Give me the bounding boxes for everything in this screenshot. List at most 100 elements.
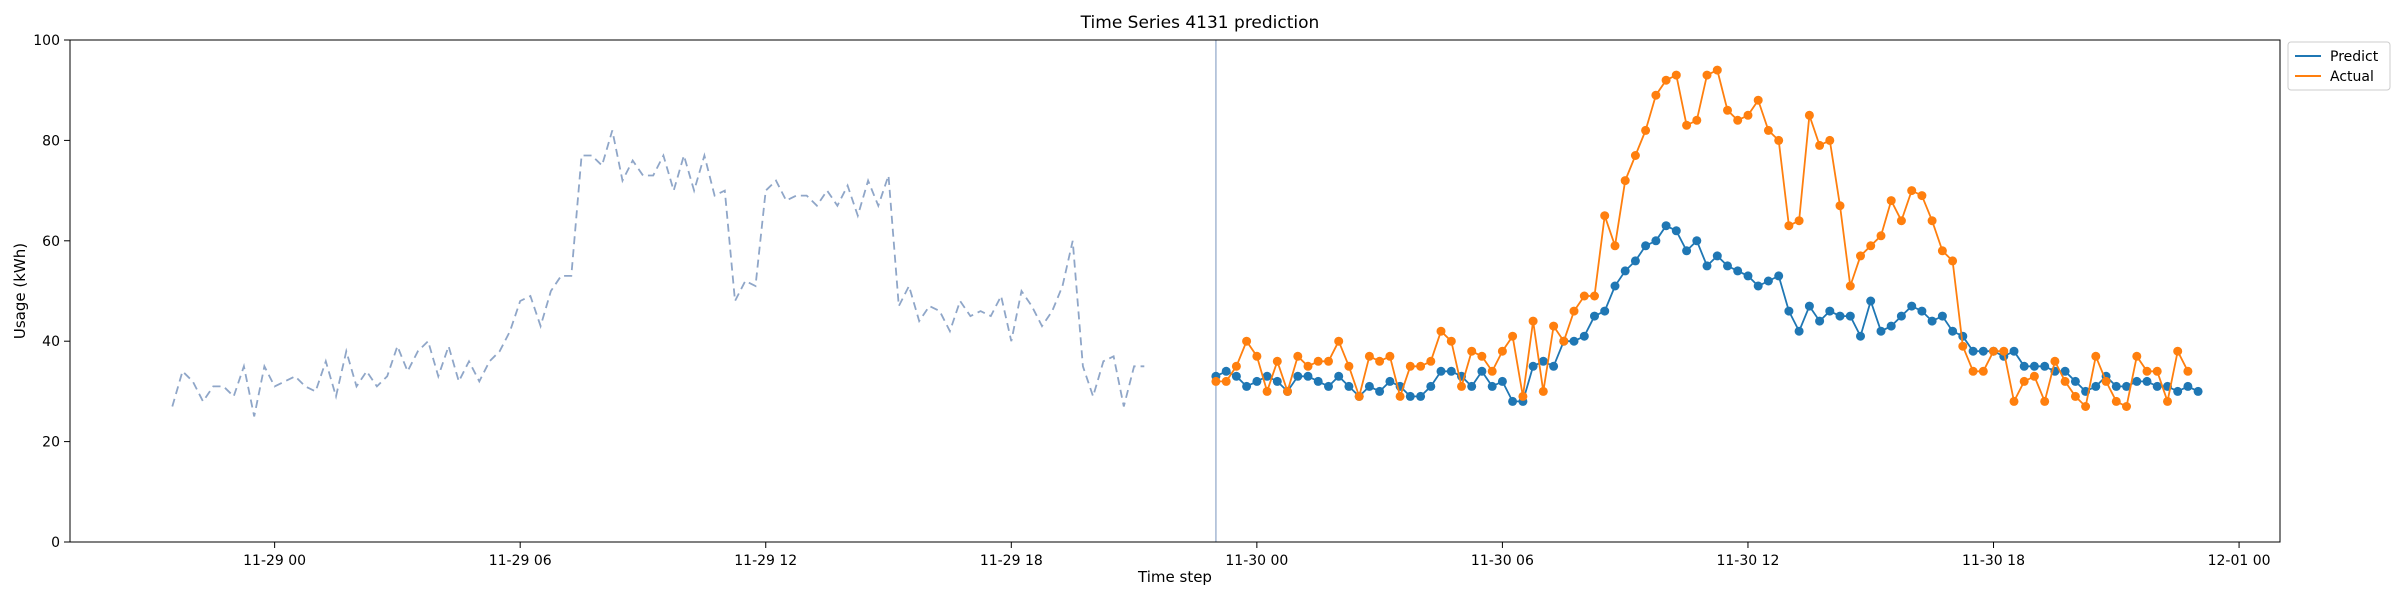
actual-point: [1272, 356, 1282, 366]
actual-point: [1231, 361, 1241, 371]
actual-point: [1467, 346, 1477, 356]
predict-point: [1845, 311, 1855, 321]
actual-point: [1948, 256, 1958, 266]
actual-point: [1937, 246, 1947, 256]
predict-point: [2070, 376, 2080, 386]
x-tick-label: 11-29 18: [980, 553, 1043, 569]
predict-point: [1262, 371, 1272, 381]
predict-point: [1733, 266, 1743, 276]
predict-point: [2183, 381, 2193, 391]
predict-point: [1446, 366, 1456, 376]
predict-point: [1600, 306, 1610, 316]
actual-point: [2173, 346, 2183, 356]
x-tick-label: 11-30 12: [1716, 553, 1779, 569]
predict-point: [1968, 346, 1978, 356]
actual-point: [1845, 281, 1855, 291]
actual-point: [1436, 326, 1446, 336]
actual-point: [1579, 291, 1589, 301]
predict-point: [1794, 326, 1804, 336]
actual-point: [1927, 216, 1937, 226]
actual-point: [1528, 316, 1538, 326]
predict-point: [1927, 316, 1937, 326]
legend-box: [2287, 41, 2391, 91]
actual-point: [1753, 95, 1763, 105]
actual-point: [1600, 211, 1610, 221]
actual-point: [1416, 361, 1426, 371]
predict-point: [1702, 261, 1712, 271]
actual-point: [2019, 376, 2029, 386]
predict-point: [1344, 381, 1354, 391]
actual-point: [1375, 356, 1385, 366]
plot-frame: [69, 39, 2281, 543]
actual-point: [2122, 402, 2131, 411]
predict-point: [1804, 301, 1814, 311]
actual-point: [1886, 196, 1896, 206]
actual-point: [1661, 75, 1671, 85]
actual-point: [2142, 366, 2152, 376]
predict-point: [2111, 381, 2121, 391]
actual-point: [1293, 351, 1303, 361]
actual-point: [2183, 366, 2193, 376]
actual-point: [1559, 336, 1569, 346]
actual-point: [2070, 391, 2080, 401]
predict-point: [1405, 391, 1415, 401]
actual-point: [1876, 231, 1886, 241]
predict-point: [1487, 381, 1497, 391]
predict-point: [1856, 331, 1865, 341]
actual-point: [2040, 396, 2050, 406]
y-tick-label: 40: [42, 334, 60, 350]
predict-point: [1753, 281, 1763, 291]
predict-point: [1825, 306, 1835, 316]
predict-point: [1538, 356, 1548, 366]
predict-point: [1579, 331, 1589, 341]
tick-layer: 0 20 40 60 80 100 11-29 00 11-29 06 11-29 12 11-2…: [33, 33, 2270, 569]
actual-point: [1354, 391, 1364, 401]
actual-point: [1395, 391, 1405, 401]
actual-point: [1763, 125, 1773, 135]
actual-point: [2132, 351, 2142, 361]
actual-point: [1804, 110, 1814, 120]
actual-point: [1743, 110, 1753, 120]
predict-point: [1671, 226, 1681, 236]
predict-point: [1528, 361, 1538, 371]
actual-point: [1733, 115, 1743, 125]
predict-point: [1774, 271, 1784, 281]
actual-point: [1896, 216, 1906, 226]
chart-title: Time Series 4131 prediction: [1080, 13, 1320, 33]
actual-point: [2009, 396, 2019, 406]
predict-point: [1508, 396, 1518, 406]
actual-point: [2111, 396, 2121, 406]
y-tick-label: 100: [33, 33, 60, 49]
predict-point: [1896, 311, 1906, 321]
actual-point: [1477, 351, 1487, 361]
actual-point: [1457, 381, 1466, 391]
predict-point: [1866, 296, 1876, 306]
predict-point: [1416, 391, 1426, 401]
actual-point: [1712, 65, 1722, 75]
actual-point: [1999, 346, 2009, 356]
actual-point: [1958, 341, 1968, 351]
actual-point: [1671, 70, 1681, 80]
predict-point: [1334, 371, 1344, 381]
x-axis-label: Time step: [1137, 568, 1212, 586]
predict-point: [1763, 276, 1773, 286]
predict-point: [2060, 366, 2070, 376]
predict-point: [2019, 361, 2029, 371]
predict-point: [2142, 376, 2152, 386]
predict-point: [1712, 251, 1722, 261]
predict-point: [1743, 271, 1753, 281]
predict-point: [1835, 311, 1845, 321]
x-tick-label: 11-29 00: [243, 553, 306, 569]
actual-point: [1508, 331, 1518, 341]
actual-point: [1978, 366, 1988, 376]
predict-point: [2173, 386, 2183, 396]
actual-point: [1866, 241, 1876, 251]
predict-point: [1313, 376, 1323, 386]
actual-point: [1968, 366, 1978, 376]
predict-point: [1364, 381, 1374, 391]
actual-point: [1856, 251, 1865, 261]
predict-point: [1569, 336, 1579, 346]
actual-point: [2101, 376, 2111, 386]
